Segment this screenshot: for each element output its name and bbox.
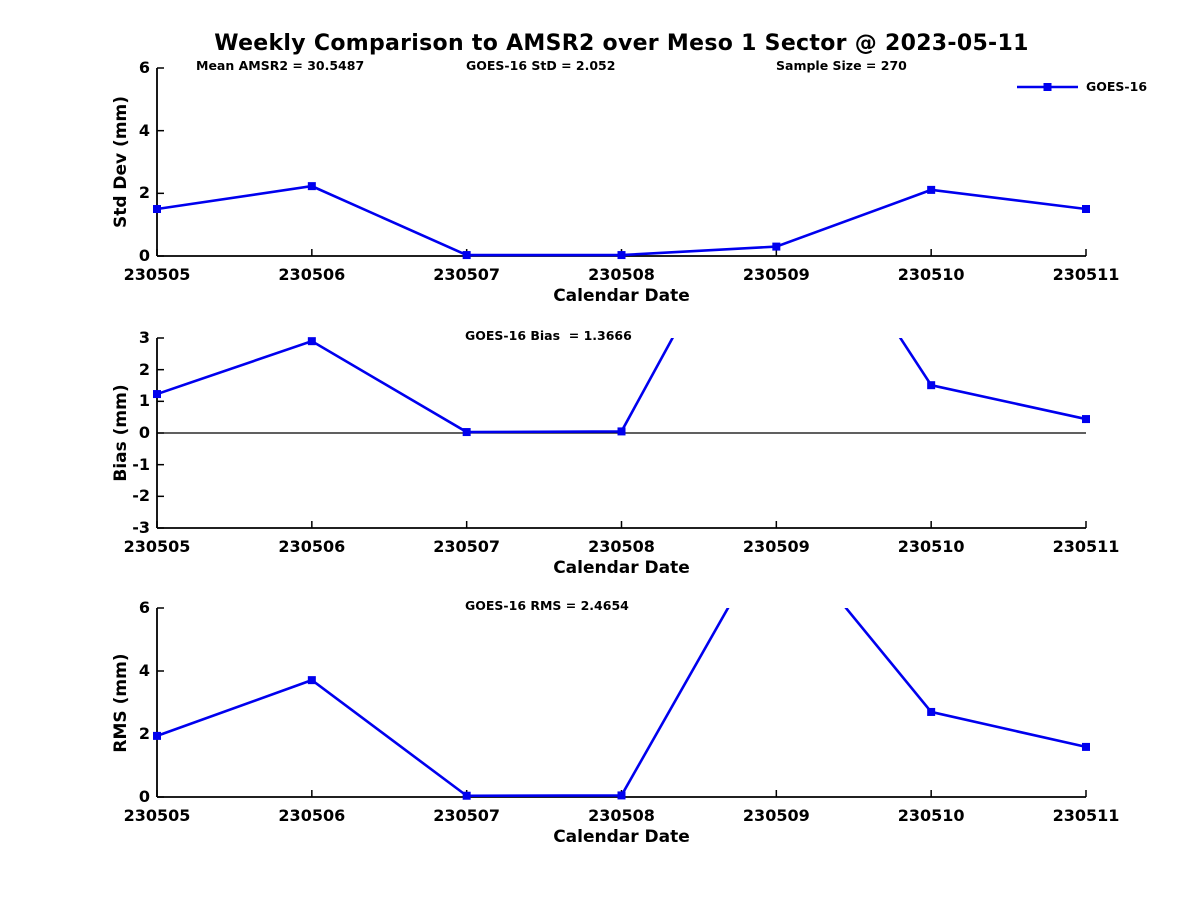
x-tick-label: 230510 bbox=[897, 806, 965, 825]
data-point-marker bbox=[153, 205, 161, 213]
data-point-marker bbox=[462, 428, 471, 437]
y-tick-label: -2 bbox=[132, 486, 150, 506]
data-point-marker bbox=[1082, 415, 1090, 424]
figure-title: Weekly Comparison to AMSR2 over Meso 1 S… bbox=[214, 31, 1029, 56]
y-tick-label: 3 bbox=[138, 328, 150, 347]
data-point-marker bbox=[1082, 205, 1090, 213]
data-point-marker bbox=[927, 185, 936, 194]
data-series-line bbox=[156, 184, 1087, 257]
x-tick-label: 230507 bbox=[433, 537, 501, 556]
x-tick-label: 230505 bbox=[123, 265, 191, 284]
x-tick-label: 230505 bbox=[123, 806, 191, 825]
data-point-marker bbox=[307, 676, 316, 685]
data-point-marker bbox=[617, 791, 626, 800]
y-tick-label: 2 bbox=[138, 183, 150, 203]
x-tick-label: 230508 bbox=[588, 265, 655, 284]
x-tick-label: 230510 bbox=[897, 537, 965, 556]
y-tick-label: 4 bbox=[138, 661, 150, 680]
y-tick-label: 6 bbox=[138, 58, 150, 77]
data-point-marker bbox=[307, 337, 316, 346]
data-point-marker bbox=[153, 731, 161, 740]
x-axis-label: Calendar Date bbox=[553, 286, 690, 306]
panel-annotation: GOES-16 Bias = 1.3666 bbox=[465, 328, 632, 343]
legend-label: GOES-16 bbox=[1086, 79, 1148, 94]
data-point-marker bbox=[462, 251, 471, 260]
x-tick-label: 230509 bbox=[742, 265, 810, 284]
x-tick-label: 230506 bbox=[278, 537, 346, 556]
data-point-marker bbox=[153, 390, 161, 399]
data-point-marker bbox=[307, 182, 316, 191]
panel-annotation: Sample Size = 270 bbox=[776, 58, 907, 73]
y-tick-label: 0 bbox=[138, 787, 150, 806]
x-axis-label: Calendar Date bbox=[553, 558, 690, 578]
data-point-marker bbox=[617, 427, 626, 436]
x-tick-label: 230510 bbox=[897, 265, 965, 284]
x-tick-label: 230506 bbox=[278, 265, 346, 284]
y-axis-label: Std Dev (mm) bbox=[111, 95, 131, 229]
y-axis-label: RMS (mm) bbox=[111, 652, 131, 753]
x-tick-label: 230509 bbox=[742, 806, 810, 825]
data-point-marker bbox=[927, 381, 936, 390]
y-tick-label: -3 bbox=[132, 518, 150, 537]
y-tick-label: 2 bbox=[138, 359, 150, 379]
panel-annotation: GOES-16 StD = 2.052 bbox=[466, 58, 616, 73]
x-tick-label: 230506 bbox=[278, 806, 346, 825]
y-tick-label: 0 bbox=[138, 246, 150, 265]
y-tick-label: -1 bbox=[132, 454, 150, 474]
y-axis-label: Bias (mm) bbox=[111, 384, 131, 482]
y-tick-label: 2 bbox=[138, 724, 150, 743]
data-point-marker bbox=[927, 707, 936, 716]
x-tick-label: 230511 bbox=[1052, 537, 1120, 556]
panel-annotation: GOES-16 RMS = 2.4654 bbox=[465, 598, 629, 613]
data-point-marker bbox=[772, 242, 781, 251]
x-axis-label: Calendar Date bbox=[553, 827, 690, 847]
x-tick-label: 230509 bbox=[742, 537, 810, 556]
data-point-marker bbox=[1082, 742, 1090, 751]
x-tick-label: 230511 bbox=[1052, 806, 1120, 825]
x-tick-label: 230505 bbox=[123, 537, 191, 556]
y-tick-label: 6 bbox=[138, 598, 150, 617]
x-tick-label: 230511 bbox=[1052, 265, 1120, 284]
data-point-marker bbox=[617, 251, 626, 260]
data-point-marker bbox=[462, 791, 471, 800]
y-tick-label: 1 bbox=[138, 391, 150, 411]
y-tick-label: 4 bbox=[138, 120, 150, 140]
x-tick-label: 230507 bbox=[433, 806, 501, 825]
y-tick-label: 0 bbox=[138, 423, 150, 442]
panel-annotation: Mean AMSR2 = 30.5487 bbox=[196, 58, 365, 73]
x-tick-label: 230508 bbox=[588, 537, 655, 556]
x-tick-label: 230508 bbox=[588, 806, 655, 825]
legend-marker bbox=[1043, 83, 1052, 91]
x-tick-label: 230507 bbox=[433, 265, 501, 284]
